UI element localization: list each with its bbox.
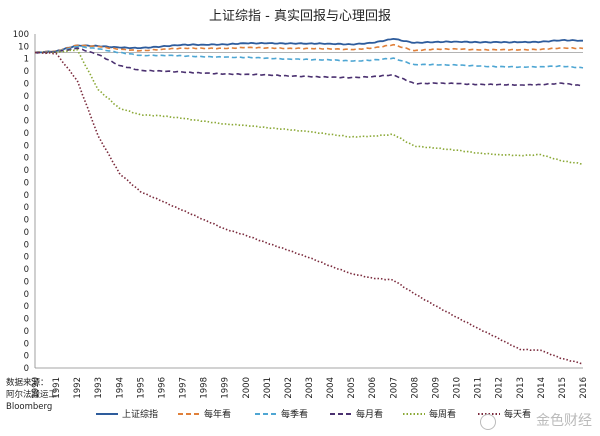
- y-tick-label: 0: [24, 67, 29, 77]
- y-tick-label: 0: [24, 277, 29, 287]
- x-tick-label: 2002: [284, 377, 294, 399]
- legend-label-6: 每天看: [504, 408, 531, 420]
- x-tick-label: 1992: [73, 377, 83, 399]
- y-tick-label: 0: [24, 92, 29, 102]
- x-tick-label: 2007: [389, 377, 399, 399]
- y-tick-label: 0: [24, 104, 29, 114]
- series-line-6: [34, 51, 584, 365]
- y-tick-label: 0: [24, 203, 29, 213]
- source-name: 阿尔法搬运工: [6, 390, 58, 400]
- y-tick-label: 0: [24, 216, 29, 226]
- y-tick-label: 0: [24, 240, 29, 250]
- source-bloomberg: Bloomberg: [6, 402, 53, 412]
- y-tick-label: 1: [24, 55, 29, 65]
- x-tick-label: 1997: [179, 377, 189, 399]
- x-tick-label: 1998: [200, 377, 210, 399]
- source-label: 数据来源：: [6, 378, 49, 388]
- y-tick-label: 0: [24, 352, 29, 362]
- legend-label-3: 每季看: [281, 408, 308, 420]
- x-tick-label: 1993: [94, 377, 104, 399]
- x-tick-label: 2011: [474, 377, 484, 399]
- y-tick-label: 0: [24, 290, 29, 300]
- x-tick-label: 2010: [453, 377, 463, 399]
- y-tick-label: 0: [24, 302, 29, 312]
- x-tick-label: 2006: [368, 377, 378, 399]
- y-tick-label: 0: [24, 228, 29, 238]
- y-tick-label: 0: [24, 154, 29, 164]
- x-tick-label: 2012: [495, 377, 505, 399]
- watermark-text: 金色财经: [536, 413, 592, 429]
- x-tick-label: 2005: [347, 377, 357, 399]
- y-tick-label: 0: [24, 141, 29, 151]
- legend-label-5: 每周看: [429, 408, 456, 420]
- series-line-1: [34, 37, 584, 54]
- y-tick-label: 0: [24, 265, 29, 275]
- x-tick-label: 2004: [326, 377, 336, 399]
- x-tick-label: 1994: [115, 377, 125, 399]
- x-tick-label: 1995: [136, 377, 146, 399]
- series-line-4: [34, 47, 584, 87]
- y-tick-label: 0: [24, 253, 29, 263]
- legend-label-2: 每年看: [204, 408, 231, 420]
- series-line-5: [34, 48, 584, 165]
- x-tick-label: 1996: [157, 377, 167, 399]
- legend-label-4: 每月看: [356, 408, 383, 420]
- legend-label-1: 上证综指: [122, 408, 158, 420]
- y-tick-label: 0: [24, 339, 29, 349]
- y-tick-label: 0: [24, 364, 29, 374]
- y-tick-label: 0: [24, 79, 29, 89]
- chart-title: 上证综指 - 真实回报与心理回报: [209, 9, 391, 24]
- x-tick-label: 2008: [410, 377, 420, 399]
- y-tick-label: 100: [13, 30, 29, 40]
- x-tick-label: 1990: [31, 377, 41, 399]
- x-tick-label: 2013: [516, 377, 526, 399]
- x-tick-label: 2016: [579, 377, 589, 399]
- y-tick-label: 0: [24, 327, 29, 337]
- x-tick-label: 2000: [242, 377, 252, 399]
- y-tick-label: 0: [24, 117, 29, 127]
- x-tick-label: 2014: [537, 377, 547, 399]
- y-tick-label: 0: [24, 166, 29, 176]
- x-tick-label: 1999: [221, 377, 231, 399]
- x-tick-label: 1991: [52, 377, 62, 399]
- y-tick-label: 0: [24, 178, 29, 188]
- series-line-2: [34, 43, 584, 54]
- x-tick-label: 2001: [263, 377, 273, 399]
- y-tick-label: 10: [18, 42, 29, 52]
- y-tick-label: 0: [24, 315, 29, 325]
- x-tick-label: 2015: [558, 377, 568, 399]
- y-tick-label: 0: [24, 191, 29, 201]
- x-tick-label: 2003: [305, 377, 315, 399]
- watermark-logo-icon: [480, 414, 496, 430]
- x-tick-label: 2009: [431, 377, 441, 399]
- y-tick-label: 0: [24, 129, 29, 139]
